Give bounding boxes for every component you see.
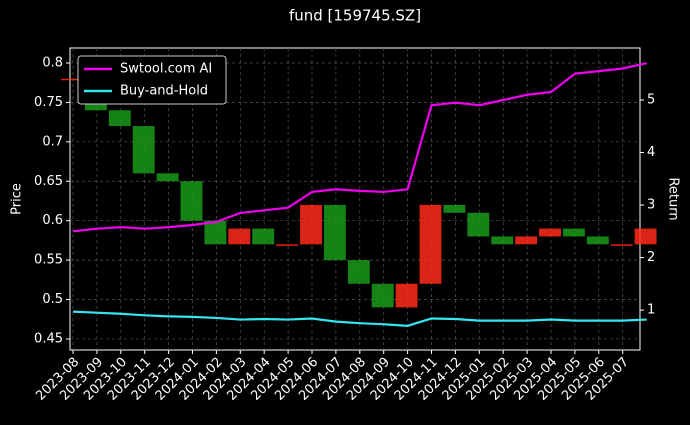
- candle: [204, 220, 227, 245]
- plot-frame: [69, 47, 641, 351]
- candle: [276, 244, 299, 246]
- candle: [634, 228, 657, 245]
- candle: [108, 110, 131, 127]
- y2-axis-label: Return: [666, 177, 681, 220]
- candle: [586, 236, 609, 245]
- candle: [300, 204, 322, 245]
- legend-label: Swtool.com AI: [120, 62, 212, 77]
- y-tick-label: 0.45: [34, 331, 63, 346]
- candle: [515, 236, 538, 245]
- candle: [61, 78, 83, 81]
- y-tick-label: 0.7: [42, 134, 63, 149]
- candle: [252, 228, 275, 245]
- y-axis-label: Price: [10, 183, 25, 215]
- y-tick-label: 0.6: [42, 213, 63, 228]
- candle: [610, 244, 633, 246]
- y2-tick-label: 2: [647, 250, 655, 265]
- line-series: [72, 62, 647, 233]
- y-tick-label: 0.65: [34, 174, 63, 189]
- candle: [228, 228, 251, 245]
- candle: [156, 173, 179, 182]
- chart-title: fund [159745.SZ]: [289, 7, 421, 25]
- y2-tick-label: 4: [647, 145, 655, 160]
- candle: [443, 204, 466, 213]
- y-tick-label: 0.55: [34, 253, 63, 268]
- legend-box: [77, 55, 227, 105]
- line-series: [72, 310, 647, 327]
- legend-label: Buy-and-Hold: [120, 84, 208, 99]
- y2-tick-label: 1: [647, 303, 655, 318]
- y2-tick-label: 5: [647, 92, 655, 107]
- y-tick-label: 0.75: [34, 95, 63, 110]
- y-tick-label: 0.8: [42, 55, 63, 70]
- y2-tick-label: 3: [647, 198, 655, 213]
- candle: [419, 204, 442, 284]
- candle: [347, 260, 370, 284]
- candle: [491, 236, 514, 245]
- candle: [562, 228, 585, 237]
- candle: [132, 126, 155, 174]
- candle: [539, 228, 561, 237]
- candle: [180, 181, 203, 221]
- candle: [467, 212, 490, 237]
- candle: [395, 283, 418, 308]
- candle: [323, 204, 346, 261]
- y-tick-label: 0.5: [42, 292, 63, 307]
- candle: [371, 283, 394, 308]
